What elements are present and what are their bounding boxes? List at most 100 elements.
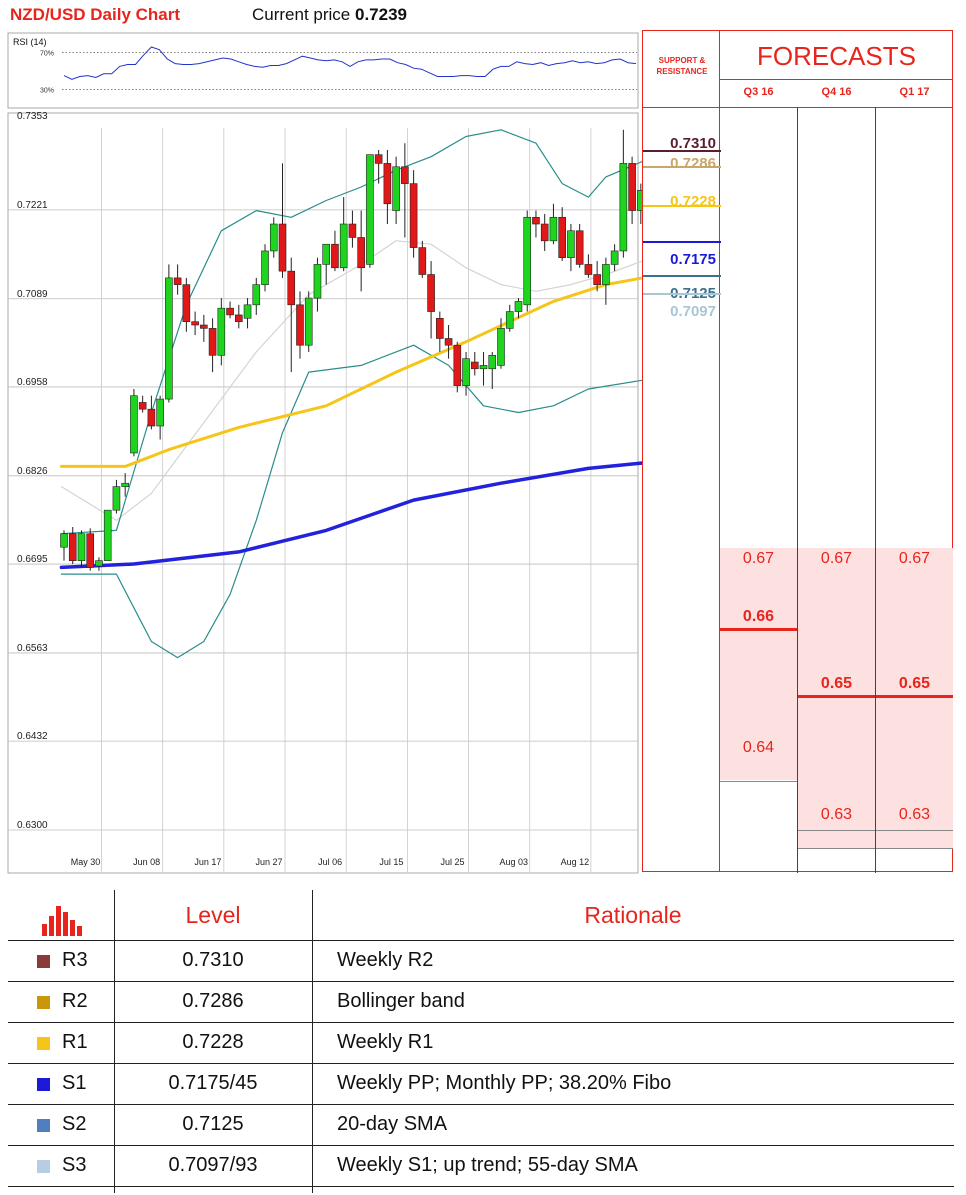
forecast-central-value: 0.65 [898, 675, 931, 693]
support-resistance-panel: SUPPORT & RESISTANCE 0.7310 0.7286 0.7228 0… [642, 30, 721, 872]
candle-down [147, 408, 156, 427]
quarter-q3-16: Q3 16 [743, 86, 774, 98]
candle-up [619, 163, 628, 252]
current-price: Current price 0.7239 [252, 5, 407, 25]
sma-200-line [59, 461, 642, 570]
candle-up [95, 560, 103, 567]
forecast-range-bottom [798, 847, 875, 849]
level-value: 0.7310 [182, 949, 244, 971]
x-tick-label: Jul 06 [318, 857, 342, 867]
x-tick-label: Jul 15 [379, 857, 403, 867]
candle-down [287, 270, 296, 306]
table-row: R2 0.7286 Bollinger band [8, 982, 954, 1023]
candle-up [156, 398, 164, 427]
rsi-reference-label: 30% [40, 88, 54, 95]
level-name: S3 [62, 1154, 87, 1176]
candle-up [523, 216, 532, 306]
chart-title: NZD/USD Daily Chart [10, 5, 181, 24]
candle-up [637, 190, 642, 211]
level-color-swatch [37, 1078, 50, 1091]
forecast-central-line [720, 628, 797, 631]
rsi-reference-label: 70% [40, 51, 54, 58]
candle-down [453, 344, 462, 386]
quarter-q1-17: Q1 17 [899, 86, 930, 98]
candle-up [269, 223, 278, 252]
rsi-panel-frame [7, 32, 639, 109]
level-color-swatch [37, 1037, 50, 1050]
candle-up [261, 250, 269, 285]
candle-down [296, 304, 304, 346]
y-tick-label: 0.7089 [17, 289, 48, 300]
level-name: R1 [62, 1031, 88, 1053]
forecast-central-line [798, 695, 875, 699]
bollinger-lower-line [60, 344, 642, 659]
y-tick-label: 0.6563 [17, 643, 48, 654]
candle-down [173, 277, 182, 285]
forecast-column-divider [875, 107, 876, 873]
candle-up [514, 301, 523, 312]
forecast-value: 0.64 [742, 738, 775, 756]
header-rationale: Rationale [584, 902, 682, 928]
level-rationale: Bollinger band [337, 990, 465, 1012]
candle-down [68, 533, 77, 561]
candle-up [112, 486, 121, 511]
level-value: 0.7097/93 [168, 1154, 258, 1176]
candle-up [217, 307, 226, 356]
candle-up [252, 284, 261, 306]
x-tick-label: Jun 17 [194, 857, 221, 867]
candle-down [540, 223, 549, 242]
candle-up [165, 277, 173, 400]
level-rationale: Weekly S1; up trend; 55-day SMA [337, 1154, 638, 1176]
forecasts-divider [720, 79, 953, 80]
y-tick-label: 0.6432 [17, 731, 48, 742]
candle-down [383, 163, 392, 205]
support-resistance-title: SUPPORT & RESISTANCE [656, 56, 708, 76]
forecast-value: 0.67 [898, 550, 931, 568]
candle-down [374, 154, 383, 164]
candle-down [182, 284, 191, 322]
candle-down [86, 533, 95, 568]
candle-down [558, 216, 566, 258]
quarter-q4-16: Q4 16 [821, 86, 852, 98]
candle-down [444, 338, 453, 346]
sr-divider [643, 107, 721, 108]
candle-up [488, 355, 497, 370]
level-name: S2 [62, 1113, 87, 1135]
table-row: S3 0.7097/93 Weekly S1; up trend; 55-day S… [8, 1146, 954, 1187]
candle-up [243, 304, 252, 319]
candle-up [339, 223, 348, 269]
rsi-line [63, 46, 637, 80]
candle-up [313, 264, 322, 299]
forecast-range [720, 548, 797, 781]
level-marker-line [643, 240, 721, 243]
candle-up [77, 533, 86, 561]
x-tick-label: Jul 25 [441, 857, 465, 867]
level-value: 0.7175/45 [168, 1072, 258, 1094]
candle-up [322, 243, 331, 265]
candle-down [191, 321, 199, 326]
candle-down [436, 317, 444, 339]
level-name: R3 [62, 949, 88, 971]
y-tick-label: 0.6958 [17, 377, 48, 388]
table-row: S1 0.7175/45 Weekly PP; Monthly PP; 38.20%… [8, 1064, 954, 1105]
candle-down [575, 230, 584, 265]
level-rationale: 20-day SMA [337, 1113, 448, 1135]
candle-up [103, 509, 112, 561]
level-rationale: Weekly R2 [337, 949, 434, 971]
candle-down [235, 314, 243, 322]
candle-down [427, 274, 435, 312]
forecast-central-value: 0.66 [742, 608, 775, 625]
forecasts-title: FORECASTS [757, 41, 916, 71]
level-rationale: Weekly PP; Monthly PP; 38.20% Fibo [337, 1072, 672, 1094]
forecast-value: 0.63 [820, 806, 853, 823]
candle-up [304, 297, 313, 346]
candle-up [121, 482, 129, 487]
level-marker-label: 0.7286 [670, 155, 716, 172]
candle-up [610, 250, 619, 265]
forecasts-panel: FORECASTS Q3 16 Q4 16 Q1 17 0.67 0.66 0.64… [720, 30, 953, 873]
forecast-value: 0.67 [742, 550, 775, 568]
forecast-central-value: 0.65 [820, 675, 853, 693]
candle-up [462, 358, 470, 386]
level-marker-line [643, 205, 721, 208]
level-color-swatch [37, 955, 50, 968]
